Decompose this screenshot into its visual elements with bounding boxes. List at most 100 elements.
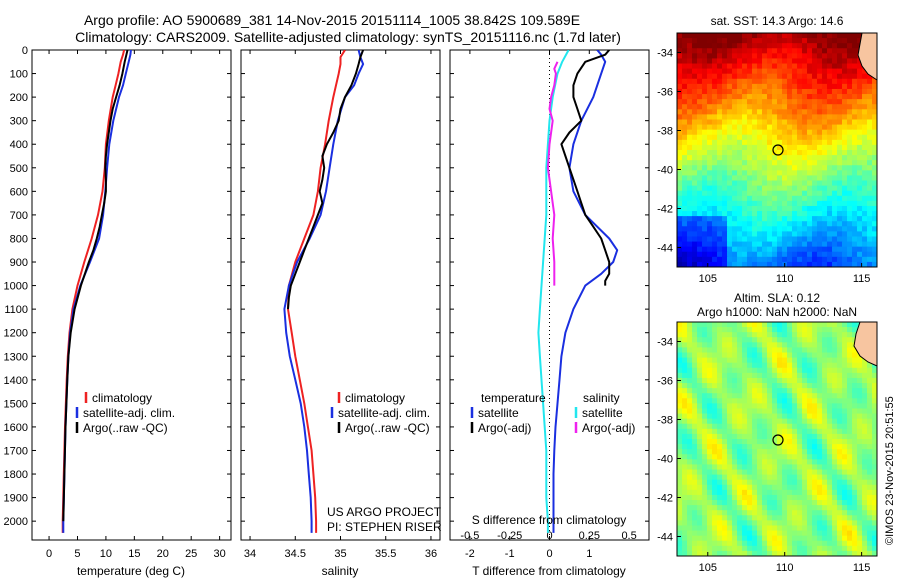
sst-cell [817, 134, 823, 141]
sst-cell [862, 256, 868, 263]
sst-cell [767, 68, 773, 75]
sla-cell [812, 327, 818, 333]
sla-cell [852, 439, 858, 445]
sst-cell [832, 170, 838, 177]
sla-cell [697, 357, 703, 364]
sst-cell [717, 256, 723, 263]
sst-cell [842, 226, 848, 232]
sla-cell [712, 413, 718, 420]
map-x-tick-label: 105 [699, 273, 717, 285]
sst-cell [707, 119, 713, 126]
sst-cell [847, 33, 853, 39]
map-x-tick-label: 105 [699, 562, 717, 574]
sst-cell [727, 160, 733, 166]
sst-cell [842, 94, 848, 100]
sst-cell [817, 119, 823, 126]
sla-cell [682, 505, 688, 511]
sst-cell [687, 155, 693, 161]
sla-cell [692, 439, 698, 445]
sla-cell [702, 408, 708, 415]
sla-cell [767, 479, 773, 486]
sst-cell [772, 165, 778, 171]
sst-cell [677, 99, 683, 105]
sla-cell [707, 464, 713, 471]
sst-cell [692, 190, 698, 197]
sla-cell [837, 377, 843, 384]
sla-cell [867, 433, 873, 440]
sst-cell [702, 236, 708, 243]
sst-cell [737, 68, 743, 75]
sla-cell [717, 459, 723, 466]
sla-cell [777, 444, 783, 450]
sla-cell [777, 383, 783, 389]
sla-cell [777, 515, 783, 521]
sla-cell [807, 428, 813, 435]
sst-cell [782, 94, 788, 100]
sla-cell [777, 505, 783, 511]
x-tick-label: -0.25 [497, 530, 522, 542]
sst-cell [817, 124, 823, 131]
sla-cell [697, 362, 703, 369]
sla-cell [842, 550, 848, 556]
sst-cell [867, 73, 873, 80]
sla-cell [727, 357, 733, 364]
sla-cell [872, 413, 877, 420]
sst-cell [782, 155, 788, 161]
sst-cell [722, 180, 728, 187]
sst-cell [742, 261, 748, 267]
sla-cell [737, 408, 743, 415]
sst-cell [842, 170, 848, 177]
sla-cell [852, 352, 858, 359]
sla-cell [677, 469, 683, 476]
sst-cell [867, 150, 873, 156]
sla-cell [762, 322, 768, 328]
sla-cell [832, 423, 838, 430]
sst-cell [692, 195, 698, 202]
sla-cell [847, 530, 853, 537]
sla-cell [722, 464, 728, 471]
sla-cell [827, 540, 833, 547]
sst-cell [747, 221, 753, 227]
sst-cell [797, 150, 803, 156]
sla-cell [797, 494, 803, 501]
sst-cell [737, 160, 743, 166]
sst-cell [857, 150, 863, 156]
sla-cell [842, 484, 848, 491]
sla-cell [782, 408, 788, 415]
sla-cell [762, 418, 768, 425]
sst-cell [762, 185, 768, 192]
sla-cell [677, 322, 683, 328]
sst-cell [747, 150, 753, 156]
sla-cell [747, 515, 753, 521]
sst-cell [787, 236, 793, 243]
sla-cell [692, 550, 698, 556]
sst-cell [802, 53, 808, 60]
sst-cell [742, 211, 748, 217]
sst-cell [857, 78, 863, 85]
sla-cell [732, 535, 738, 542]
sla-cell [727, 500, 733, 506]
sst-cell [737, 241, 743, 248]
sst-cell [782, 33, 788, 39]
sla-cell [832, 540, 838, 547]
x-tick-label: 35.5 [375, 548, 396, 560]
sla-cell [827, 367, 833, 374]
sla-cell [827, 362, 833, 369]
sst-cell [702, 99, 708, 105]
sst-cell [707, 129, 713, 136]
sla-cell [792, 530, 798, 537]
sst-cell [822, 94, 828, 100]
sla-cell [827, 332, 833, 338]
sst-cell [812, 73, 818, 80]
sla-cell [802, 489, 808, 496]
sla-cell [687, 449, 693, 455]
sla-cell [747, 545, 753, 552]
sst-cell [722, 165, 728, 171]
sst-cell [847, 73, 853, 80]
sst-cell [857, 144, 863, 151]
sst-cell [812, 211, 818, 217]
sla-cell [757, 398, 763, 404]
sst-cell [792, 221, 798, 227]
sla-cell [812, 479, 818, 486]
sst-cell [837, 104, 843, 110]
